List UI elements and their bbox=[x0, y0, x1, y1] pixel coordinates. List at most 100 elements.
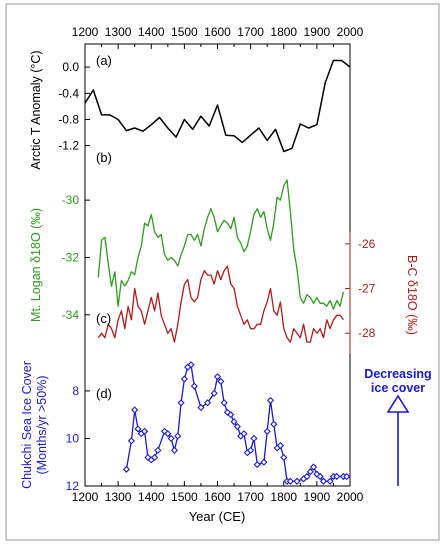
data-point-d bbox=[333, 472, 341, 481]
data-point-d bbox=[134, 425, 142, 433]
data-point-d bbox=[263, 427, 271, 435]
data-point-d bbox=[266, 396, 275, 404]
x-tick-label-bottom: 1900 bbox=[304, 490, 331, 504]
data-point-d bbox=[343, 472, 351, 481]
data-point-d bbox=[303, 472, 311, 481]
y-tick-label-b: -34 bbox=[62, 308, 80, 322]
data-point-d bbox=[309, 463, 318, 471]
data-point-d bbox=[127, 437, 135, 445]
data-point-d bbox=[316, 472, 324, 481]
data-point-d bbox=[154, 446, 162, 454]
x-tick-label-top: 1300 bbox=[105, 25, 132, 39]
panel-a: 0.0 -0.4 -0.8 -1.2 (a) Arctic T Anomaly (°C) bbox=[29, 50, 351, 170]
series-line-a bbox=[84, 59, 351, 153]
data-point-d bbox=[210, 389, 218, 397]
x-tick-label-top: 1400 bbox=[138, 25, 165, 39]
x-tick-label-bottom: 1800 bbox=[270, 490, 297, 504]
y-axis-label-line-2: (Months/yr >50%) bbox=[35, 376, 49, 475]
data-point-d bbox=[280, 453, 288, 462]
x-axes: 1200 1200 1300 1300 1400 1400 1500 1500 1600 1600… bbox=[72, 25, 364, 504]
data-point-d bbox=[187, 361, 195, 369]
x-tick-label-top: 1600 bbox=[204, 25, 231, 39]
series-line-b bbox=[97, 179, 345, 310]
ice-cover-annotation: Decreasing ice cover bbox=[364, 367, 432, 486]
panel-d: 8 10 12 (d) Chukchi Sea Ice Cover(Months/yr … bbox=[20, 361, 351, 493]
y-tick-label-a: 0.0 bbox=[62, 60, 79, 74]
data-point-d bbox=[227, 411, 235, 419]
panel-label-a: (a) bbox=[96, 53, 112, 68]
y-tick-label-c: -26 bbox=[358, 237, 376, 251]
data-point-d bbox=[250, 434, 258, 443]
data-point-d bbox=[223, 408, 232, 416]
data-point-d bbox=[270, 420, 278, 428]
data-point-d bbox=[260, 458, 268, 466]
y-tick-label-a: -0.4 bbox=[58, 86, 79, 100]
data-point-d bbox=[164, 430, 172, 438]
data-point-d bbox=[240, 430, 248, 438]
x-tick-label-bottom: 1300 bbox=[105, 490, 132, 504]
figure-border bbox=[5, 3, 440, 541]
panel-label-b: (b) bbox=[96, 150, 112, 165]
x-tick-label-bottom: 2000 bbox=[337, 490, 364, 504]
y-tick-label-a: -0.8 bbox=[58, 112, 79, 126]
x-axis-label: Year (CE) bbox=[189, 509, 246, 524]
data-point-d bbox=[160, 427, 169, 435]
y-tick-label-b: -30 bbox=[62, 193, 80, 207]
data-point-d bbox=[233, 422, 241, 431]
y-axis-label-d: Chukchi Sea Ice Cover(Months/yr >50%) bbox=[20, 361, 49, 489]
data-point-d bbox=[177, 399, 185, 407]
x-tick-label-top: 1200 bbox=[72, 25, 99, 39]
data-point-d bbox=[306, 468, 314, 476]
panel-label-c: (c) bbox=[96, 311, 111, 326]
data-point-d bbox=[174, 432, 182, 440]
y-tick-label-c: -27 bbox=[358, 282, 376, 296]
data-point-d bbox=[170, 446, 179, 454]
x-tick-label-bottom: 1600 bbox=[204, 490, 231, 504]
data-point-d bbox=[197, 403, 205, 412]
series-line-d bbox=[125, 364, 347, 482]
y-tick-label-d: 8 bbox=[72, 384, 79, 398]
data-point-d bbox=[180, 375, 188, 383]
panel-label-d: (d) bbox=[96, 386, 112, 401]
data-point-d bbox=[293, 477, 301, 485]
data-point-d bbox=[276, 442, 285, 450]
x-tick-label-bottom: 1500 bbox=[171, 490, 198, 504]
y-tick-label-b: -32 bbox=[62, 250, 80, 264]
data-point-d bbox=[203, 399, 212, 407]
series-line-c bbox=[97, 265, 344, 343]
annotation-line-2: ice cover bbox=[371, 381, 425, 395]
x-tick-label-top: 1900 bbox=[304, 25, 331, 39]
data-point-d bbox=[131, 406, 139, 414]
data-point-d bbox=[122, 465, 130, 473]
x-tick-label-top: 1800 bbox=[270, 25, 297, 39]
data-point-d bbox=[247, 446, 255, 454]
annotation-line-1: Decreasing bbox=[364, 367, 431, 381]
data-point-d bbox=[150, 453, 159, 462]
data-point-d bbox=[286, 477, 294, 485]
x-tick-label-bottom: 1200 bbox=[72, 490, 99, 504]
y-tick-label-d: 10 bbox=[66, 431, 80, 445]
data-point-d bbox=[230, 418, 238, 426]
y-axis-label-c: B-C δ18O (‰) bbox=[405, 255, 419, 335]
data-point-d bbox=[167, 434, 175, 443]
data-point-d bbox=[253, 461, 261, 469]
y-axis-label-a: Arctic T Anomaly (°C) bbox=[29, 50, 43, 169]
data-point-d bbox=[326, 477, 334, 485]
x-tick-label-top: 2000 bbox=[337, 25, 364, 39]
x-tick-label-top: 1500 bbox=[171, 25, 198, 39]
data-point-d bbox=[190, 382, 198, 390]
data-point-d bbox=[319, 477, 328, 485]
data-point-d bbox=[141, 427, 149, 435]
panel-b: -30 -32 -34 (b) Mt. Logan δ18O (‰) bbox=[29, 150, 345, 322]
x-tick-label-bottom: 1400 bbox=[138, 490, 165, 504]
panels: 0.0-0.4-0.8-1.2(a)Arctic T Anomaly (°C)-… bbox=[20, 50, 419, 493]
x-tick-label-top: 1700 bbox=[237, 25, 264, 39]
data-point-d bbox=[217, 377, 225, 385]
y-tick-label-a: -1.2 bbox=[58, 139, 79, 153]
y-tick-label-d: 12 bbox=[66, 479, 80, 493]
y-axis-label-line-1: Chukchi Sea Ice Cover bbox=[20, 361, 34, 489]
y-axis-label-b: Mt. Logan δ18O (‰) bbox=[29, 208, 43, 322]
y-tick-label-c: -28 bbox=[358, 326, 376, 340]
